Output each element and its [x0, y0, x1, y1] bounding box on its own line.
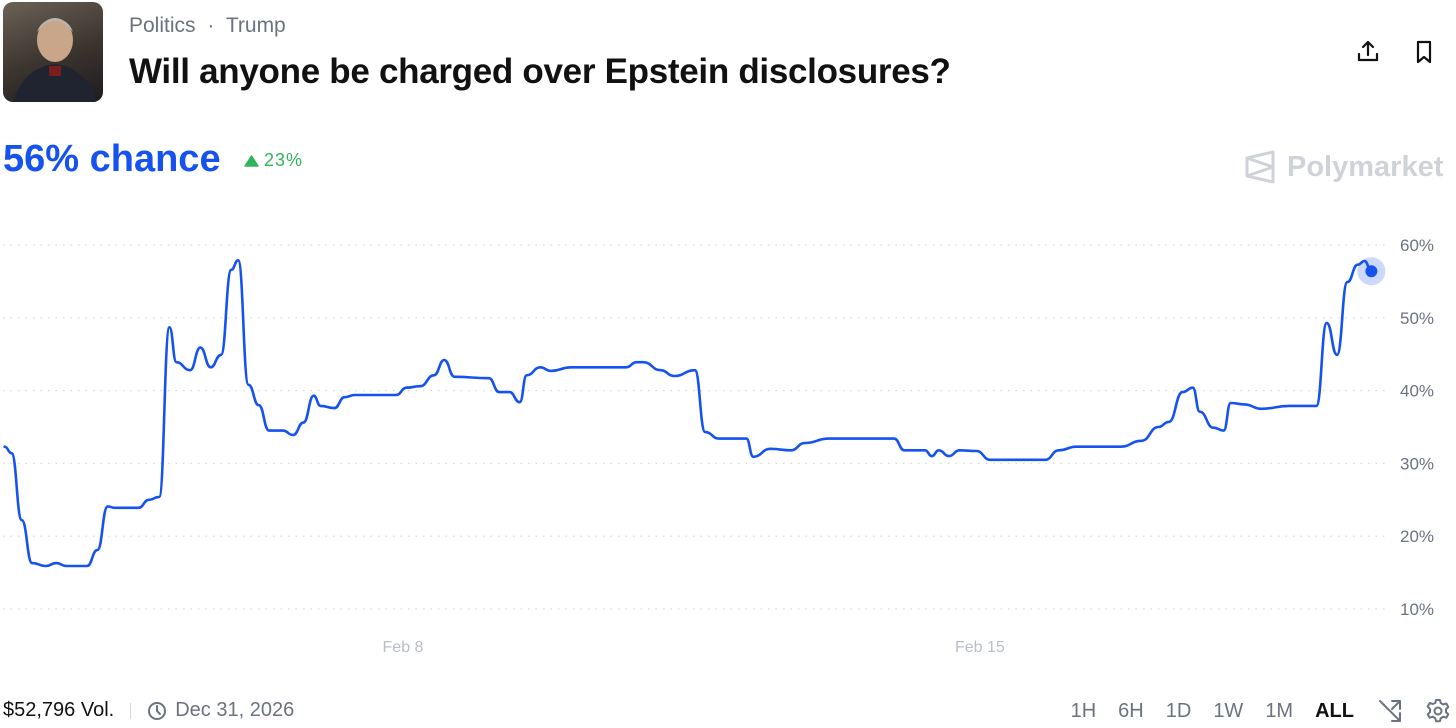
y-tick-label: 20% [1400, 527, 1434, 546]
polymarket-logo-icon [1245, 150, 1275, 184]
range-1w[interactable]: 1W [1213, 699, 1244, 722]
breadcrumb: Politics · Trump [129, 14, 286, 38]
range-1d[interactable]: 1D [1165, 699, 1192, 722]
x-tick-label: Feb 8 [383, 639, 424, 656]
y-tick-label: 60% [1400, 236, 1434, 255]
range-1m[interactable]: 1M [1265, 699, 1294, 722]
market-info: $52,796 Vol. Dec 31, 2026 [3, 699, 294, 722]
y-tick-label: 10% [1400, 600, 1434, 619]
settings-gear-icon[interactable] [1424, 697, 1452, 725]
page-title: Will anyone be charged over Epstein disc… [129, 52, 951, 91]
series-line [3, 259, 1373, 568]
share-button[interactable] [1354, 38, 1382, 66]
bookmark-button[interactable] [1410, 38, 1438, 66]
clock-icon [148, 701, 167, 720]
y-tick-label: 40% [1400, 382, 1434, 401]
range-selector: 1H 6H 1D 1W 1M ALL [1071, 697, 1456, 725]
share-icon [1357, 40, 1379, 62]
end-date: Dec 31, 2026 [175, 699, 295, 721]
price-chart[interactable]: 10% 20% 30% 40% 50% 60% Feb 8 Feb 15 [0, 220, 1456, 670]
breadcrumb-trump[interactable]: Trump [225, 14, 286, 37]
range-all[interactable]: ALL [1315, 699, 1354, 722]
change-badge: 23% [244, 150, 303, 171]
range-1h[interactable]: 1H [1070, 699, 1097, 722]
breadcrumb-politics[interactable]: Politics [129, 14, 196, 37]
breadcrumb-separator: · [207, 14, 215, 37]
divider [130, 702, 132, 719]
y-tick-label: 30% [1400, 454, 1434, 473]
shuffle-icon[interactable] [1376, 697, 1404, 725]
brand-name: Polymarket [1287, 150, 1444, 183]
triangle-up-icon [244, 154, 259, 167]
x-tick-label: Feb 15 [955, 639, 1005, 656]
chance-value: 56% chance [3, 138, 221, 180]
y-tick-label: 50% [1400, 309, 1434, 328]
polymarket-logo: Polymarket [1243, 150, 1443, 184]
change-value: 23% [264, 150, 304, 170]
bookmark-icon [1416, 40, 1432, 64]
current-point [1365, 265, 1378, 278]
market-avatar [3, 2, 103, 102]
portrait-image [13, 18, 97, 102]
range-6h[interactable]: 6H [1118, 699, 1144, 722]
volume: $52,796 Vol. [3, 699, 115, 721]
